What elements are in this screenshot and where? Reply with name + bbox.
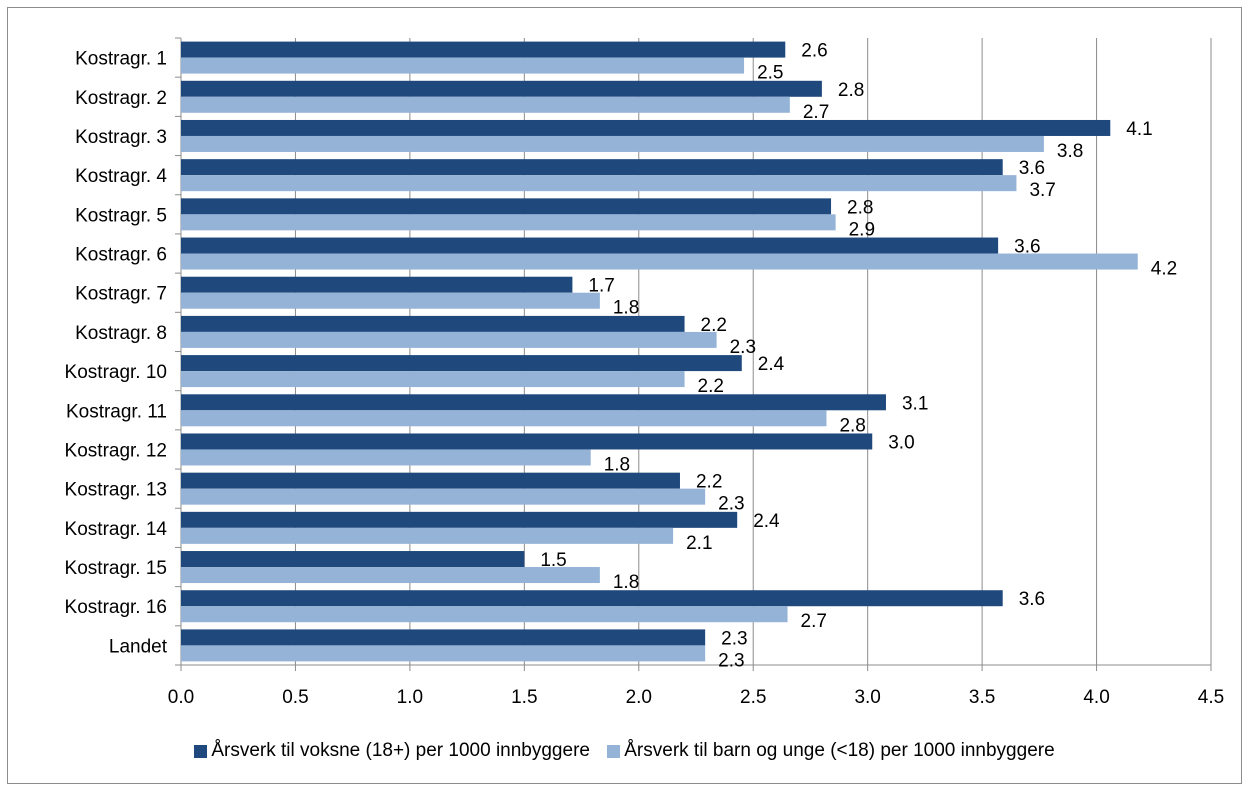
data-label-children: 2.7 [803, 102, 829, 123]
x-tick-label: 1.5 [511, 687, 537, 708]
bar-children [181, 57, 745, 74]
bar-adults [181, 472, 680, 489]
data-label-children: 2.5 [757, 63, 783, 84]
bar-adults [181, 159, 1003, 176]
data-label-children: 2.7 [801, 611, 827, 632]
category-label: Kostragr. 15 [65, 558, 167, 579]
data-label-children: 1.8 [613, 298, 639, 319]
x-tick-label: 1.0 [397, 687, 423, 708]
data-label-children: 3.7 [1029, 180, 1055, 201]
bar-adults [181, 590, 1003, 607]
data-label-children: 4.2 [1151, 259, 1177, 280]
bar-children [181, 606, 788, 623]
category-label: Kostragr. 11 [66, 401, 167, 422]
data-label-adults: 3.6 [1014, 237, 1040, 258]
bar-adults [181, 433, 873, 450]
bar-children [181, 253, 1138, 270]
legend-item-children: Årsverk til barn og unge (<18) per 1000 … [607, 740, 1055, 762]
bar-children [181, 175, 1017, 192]
data-label-children: 1.8 [613, 572, 639, 593]
data-label-adults: 1.7 [588, 276, 614, 297]
category-label: Kostragr. 6 [75, 245, 167, 266]
legend-label-adults: Årsverk til voksne (18+) per 1000 innbyg… [211, 740, 590, 761]
bar-children [181, 135, 1044, 152]
category-label: Kostragr. 5 [75, 205, 167, 226]
data-label-children: 2.3 [718, 494, 744, 515]
bar-children [181, 488, 706, 505]
category-label: Landet [109, 636, 168, 657]
bar-adults [181, 41, 786, 58]
category-label: Kostragr. 2 [75, 88, 167, 109]
bar-adults [181, 394, 886, 411]
data-label-adults: 2.3 [721, 628, 747, 649]
legend-swatch-adults [194, 744, 208, 758]
category-label: Kostragr. 7 [75, 284, 167, 305]
legend-item-adults: Årsverk til voksne (18+) per 1000 innbyg… [194, 740, 590, 762]
data-label-adults: 3.6 [1019, 589, 1045, 610]
bar-children [181, 449, 591, 466]
x-tick-label: 0.0 [168, 687, 194, 708]
x-tick-label: 3.0 [854, 687, 880, 708]
data-label-children: 3.8 [1057, 141, 1083, 162]
bar-adults [181, 119, 1111, 136]
bar-children [181, 331, 717, 348]
bar-children [181, 371, 685, 388]
data-label-adults: 2.4 [753, 511, 780, 532]
legend-label-children: Årsverk til barn og unge (<18) per 1000 … [624, 740, 1055, 761]
bar-adults [181, 551, 525, 568]
bar-children [181, 527, 674, 544]
data-label-adults: 3.6 [1019, 158, 1045, 179]
bar-adults [181, 315, 685, 332]
data-label-adults: 2.8 [838, 80, 864, 101]
data-label-children: 2.8 [839, 415, 865, 436]
bar-adults [181, 276, 573, 293]
category-label: Kostragr. 12 [65, 440, 167, 461]
bar-adults [181, 80, 822, 97]
category-label: Kostragr. 16 [65, 597, 167, 618]
data-label-adults: 1.5 [540, 550, 566, 571]
data-label-children: 2.9 [849, 219, 875, 240]
x-tick-label: 4.5 [1198, 687, 1224, 708]
bar-children [181, 410, 827, 427]
data-label-adults: 2.8 [847, 197, 873, 218]
category-label: Kostragr. 13 [65, 480, 167, 501]
x-tick-label: 3.5 [969, 687, 995, 708]
bar-adults [181, 237, 999, 254]
bar-children [181, 96, 790, 113]
bar-adults [181, 355, 742, 372]
category-label: Kostragr. 4 [75, 166, 167, 187]
data-label-adults: 2.2 [696, 472, 722, 493]
data-label-children: 2.1 [686, 533, 712, 554]
data-label-children: 1.8 [604, 454, 630, 475]
data-label-children: 2.2 [698, 376, 724, 397]
legend: Årsverk til voksne (18+) per 1000 innbyg… [0, 740, 1249, 764]
bar-children [181, 567, 600, 584]
x-tick-label: 4.0 [1083, 687, 1109, 708]
data-label-adults: 3.1 [902, 393, 928, 414]
data-label-adults: 2.2 [701, 315, 727, 336]
data-label-children: 2.3 [718, 650, 744, 671]
bar-adults [181, 198, 832, 215]
category-label: Kostragr. 1 [75, 49, 167, 70]
category-label: Kostragr. 3 [75, 127, 167, 148]
data-label-adults: 2.6 [801, 41, 827, 62]
x-tick-label: 2.5 [740, 687, 766, 708]
x-tick-label: 2.0 [626, 687, 652, 708]
bar-children [181, 645, 706, 662]
legend-swatch-children [607, 744, 621, 758]
bar-adults [181, 629, 706, 646]
data-label-adults: 2.4 [758, 354, 785, 375]
category-label: Kostragr. 8 [75, 323, 167, 344]
data-label-children: 2.3 [730, 337, 756, 358]
category-label: Kostragr. 14 [65, 519, 168, 540]
bar-children [181, 292, 600, 309]
category-label: Kostragr. 10 [65, 362, 167, 383]
data-label-adults: 3.0 [888, 432, 914, 453]
bar-children [181, 214, 836, 231]
x-tick-label: 0.5 [282, 687, 308, 708]
bar-adults [181, 511, 738, 528]
data-label-adults: 4.1 [1126, 119, 1152, 140]
